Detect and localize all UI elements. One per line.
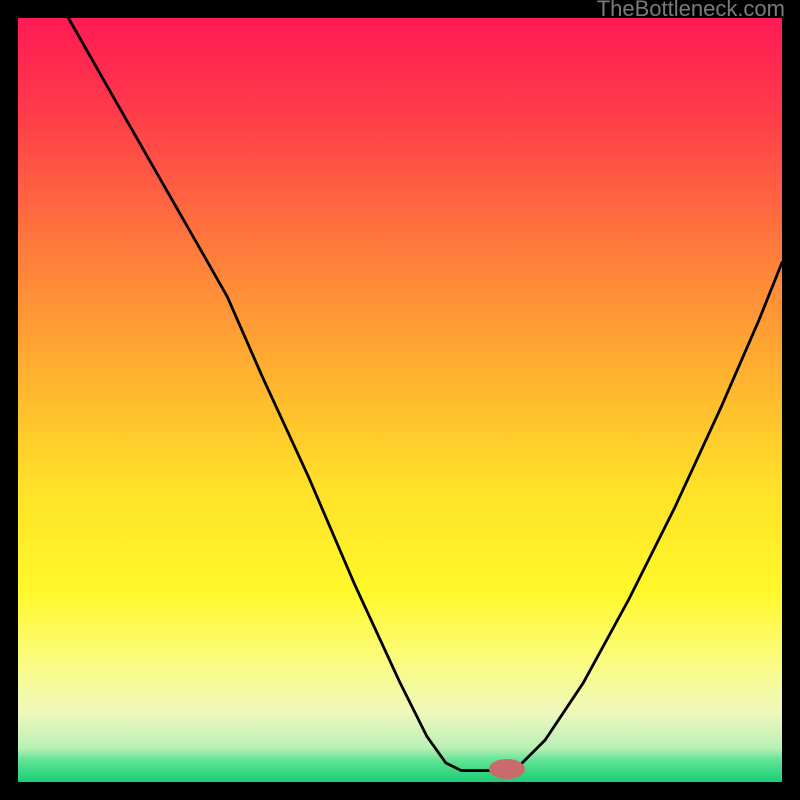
- bottleneck-chart: TheBottleneck.com: [0, 0, 800, 800]
- chart-svg: TheBottleneck.com: [0, 0, 800, 800]
- watermark-text: TheBottleneck.com: [597, 0, 785, 21]
- optimal-point-marker: [489, 759, 525, 779]
